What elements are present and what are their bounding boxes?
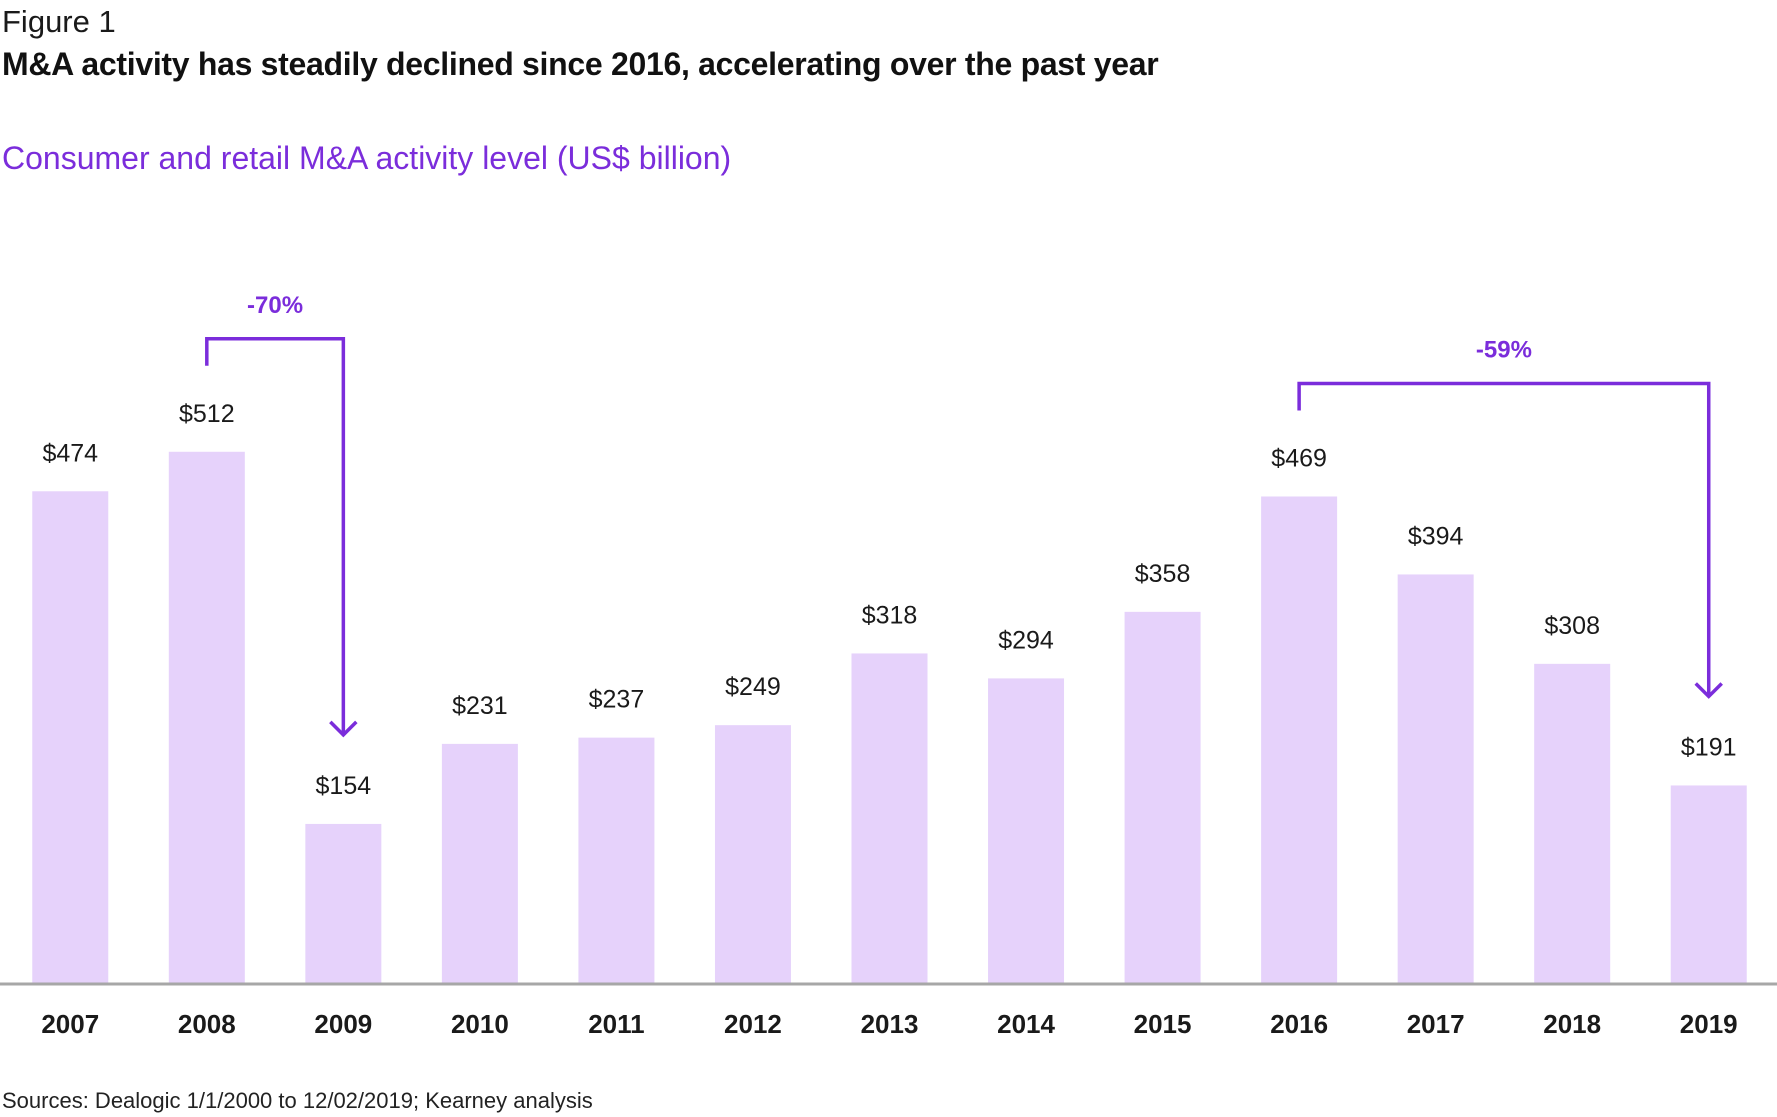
bar-2017 <box>1397 574 1474 984</box>
data-label-2010: $231 <box>452 692 508 720</box>
bar-2009 <box>305 823 382 984</box>
bar-2015 <box>1124 611 1201 984</box>
bar-2014 <box>988 678 1065 984</box>
bar-2012 <box>714 725 791 984</box>
figure-title: M&A activity has steadily declined since… <box>2 46 1159 82</box>
x-tick-2018: 2018 <box>1543 1009 1601 1039</box>
change-bracket-2 <box>1297 381 1711 697</box>
figure-label: Figure 1 <box>2 4 116 39</box>
x-tick-2011: 2011 <box>588 1009 644 1039</box>
chart-title: Consumer and retail M&A activity level (… <box>2 140 732 176</box>
data-label-2016: $469 <box>1271 444 1327 472</box>
change-label-2: -59% <box>1476 336 1532 363</box>
x-tick-2015: 2015 <box>1134 1009 1192 1039</box>
change-bracket-1 <box>205 337 346 735</box>
x-tick-2013: 2013 <box>861 1009 919 1039</box>
data-label-2008: $512 <box>179 400 235 428</box>
x-tick-2014: 2014 <box>997 1009 1055 1039</box>
arrow-down-icon <box>1694 682 1723 699</box>
x-tick-2009: 2009 <box>314 1009 372 1039</box>
change-label-1: -70% <box>247 292 303 319</box>
data-label-2009: $154 <box>316 772 372 800</box>
x-tick-2010: 2010 <box>451 1009 509 1039</box>
data-label-2007: $474 <box>42 439 98 467</box>
bar-2007 <box>32 491 109 984</box>
bar-2013 <box>851 653 928 984</box>
data-label-2018: $308 <box>1544 612 1600 640</box>
data-label-2015: $358 <box>1135 560 1191 588</box>
x-tick-2012: 2012 <box>724 1009 782 1039</box>
data-label-2013: $318 <box>862 601 918 629</box>
bar-2008 <box>168 451 245 984</box>
bar-2018 <box>1534 663 1611 984</box>
data-label-2012: $249 <box>725 673 781 701</box>
x-tick-2017: 2017 <box>1407 1009 1465 1039</box>
bar-2010 <box>441 743 518 984</box>
arrow-down-icon <box>329 720 358 738</box>
data-label-2014: $294 <box>998 626 1054 654</box>
data-label-2011: $237 <box>589 686 645 714</box>
x-tick-2016: 2016 <box>1270 1009 1328 1039</box>
x-tick-2019: 2019 <box>1680 1009 1738 1039</box>
bar-2011 <box>578 737 655 984</box>
x-tick-2007: 2007 <box>41 1009 99 1039</box>
data-label-2017: $394 <box>1408 522 1464 550</box>
bar-2016 <box>1261 496 1338 984</box>
bar-2019 <box>1670 785 1747 984</box>
sources-note: Sources: Dealogic 1/1/2000 to 12/02/2019… <box>2 1088 593 1113</box>
data-label-2019: $191 <box>1681 733 1737 761</box>
x-tick-2008: 2008 <box>178 1009 236 1039</box>
